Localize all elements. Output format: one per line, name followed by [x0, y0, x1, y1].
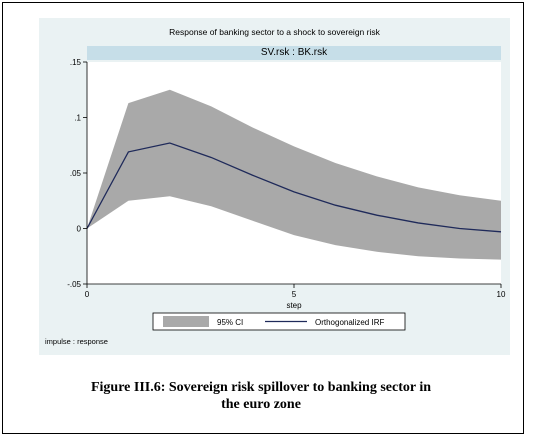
irf-line — [86, 142, 502, 233]
chart-title: Response of banking sector to a shock to… — [169, 27, 380, 37]
figure-caption-line-1: Figure III.6: Sovereign risk spillover t… — [90, 380, 432, 395]
legend-swatch-ci — [163, 316, 209, 327]
figure-caption: Figure III.6: Sovereign risk spillover t… — [0, 379, 522, 413]
y-tick-label: .15 — [70, 58, 82, 67]
legend: 95% CI Orthogonalized IRF — [152, 312, 406, 331]
x-tick-label: 5 — [292, 290, 297, 299]
legend-label-ci: 95% CI — [217, 318, 243, 327]
impulse-response-note: impulse : response — [45, 337, 108, 346]
irf-chart: -.05 0 .05 .1 .15 0 5 10 step 95% CI Orthogonal… — [45, 58, 506, 346]
y-tick-label: 0 — [77, 225, 82, 234]
y-tick-label: .1 — [74, 114, 81, 123]
figure-caption-line-2: the euro zone — [221, 397, 301, 412]
x-tick-label: 10 — [497, 290, 506, 299]
legend-label-irf: Orthogonalized IRF — [315, 318, 384, 327]
ci-band — [87, 89, 501, 260]
x-axis-label: step — [286, 301, 302, 310]
x-tick-label: 0 — [85, 290, 90, 299]
y-tick-label: -.05 — [67, 280, 81, 289]
chart-panel: Response of banking sector to a shock to… — [39, 18, 510, 355]
y-tick-label: .05 — [70, 169, 82, 178]
panel-strip-label: SV.rsk : BK.rsk — [87, 46, 501, 60]
